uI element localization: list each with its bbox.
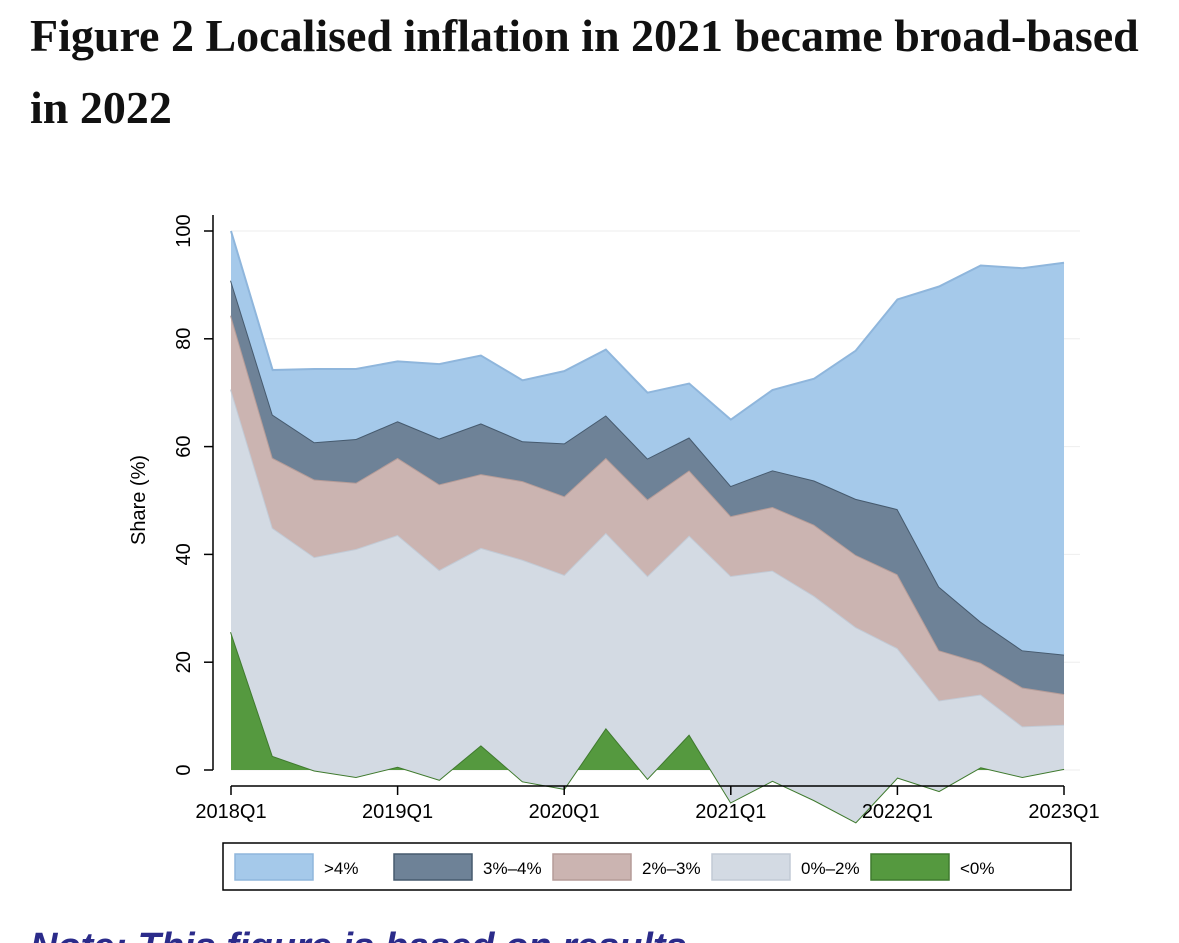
area-layer [230, 230, 1065, 824]
x-tick-label-2021Q1: 2021Q1 [695, 801, 766, 823]
x-tick-label-2019Q1: 2019Q1 [362, 801, 433, 823]
legend-swatch-1 [393, 853, 473, 881]
figure-note: Note: This figure is based on results... [30, 926, 1170, 943]
y-tick-label-40: 40 [173, 543, 195, 565]
figure-title-text: Localised inflation in 2021 became broad… [30, 10, 1139, 133]
legend-label-4: <0% [960, 859, 995, 878]
y-tick-label-100: 100 [173, 214, 195, 247]
legend-label-1: 3%–4% [483, 859, 542, 878]
legend-swatch-2 [552, 853, 632, 881]
legend-label-2: 2%–3% [642, 859, 701, 878]
x-tick-label-2020Q1: 2020Q1 [529, 801, 600, 823]
area-series-2 [231, 315, 1064, 727]
figure-label: Figure 2 [30, 10, 194, 61]
area-series-1 [231, 389, 1064, 823]
y-tick-label-60: 60 [173, 435, 195, 457]
y-tick-label-20: 20 [173, 651, 195, 673]
y-axis-label: Share (%) [128, 455, 150, 545]
x-tick-label-2018Q1: 2018Q1 [195, 801, 266, 823]
area-series-4 [231, 231, 1064, 655]
y-tick-label-0: 0 [173, 764, 195, 775]
area-series-3 [231, 280, 1064, 695]
legend-swatch-3 [711, 853, 791, 881]
x-tick-label-2022Q1: 2022Q1 [862, 801, 933, 823]
legend-swatch-0 [234, 853, 314, 881]
legend-swatch-4 [870, 853, 950, 881]
area-edge-4 [230, 230, 1065, 421]
legend-label-3: 0%–2% [801, 859, 860, 878]
legend: >4% 3%–4% 2%–3% 0%–2% <0% [222, 842, 1072, 891]
legend-label-0: >4% [324, 859, 359, 878]
figure-title: Figure 2 Localised inflation in 2021 bec… [30, 0, 1150, 144]
y-tick-label-80: 80 [173, 328, 195, 350]
x-tick-label-2023Q1: 2023Q1 [1028, 801, 1099, 823]
axis-layer: 0 20 40 60 80 100 2018Q1 2019Q1 2020Q1 2021Q1 2022… [173, 214, 1100, 823]
